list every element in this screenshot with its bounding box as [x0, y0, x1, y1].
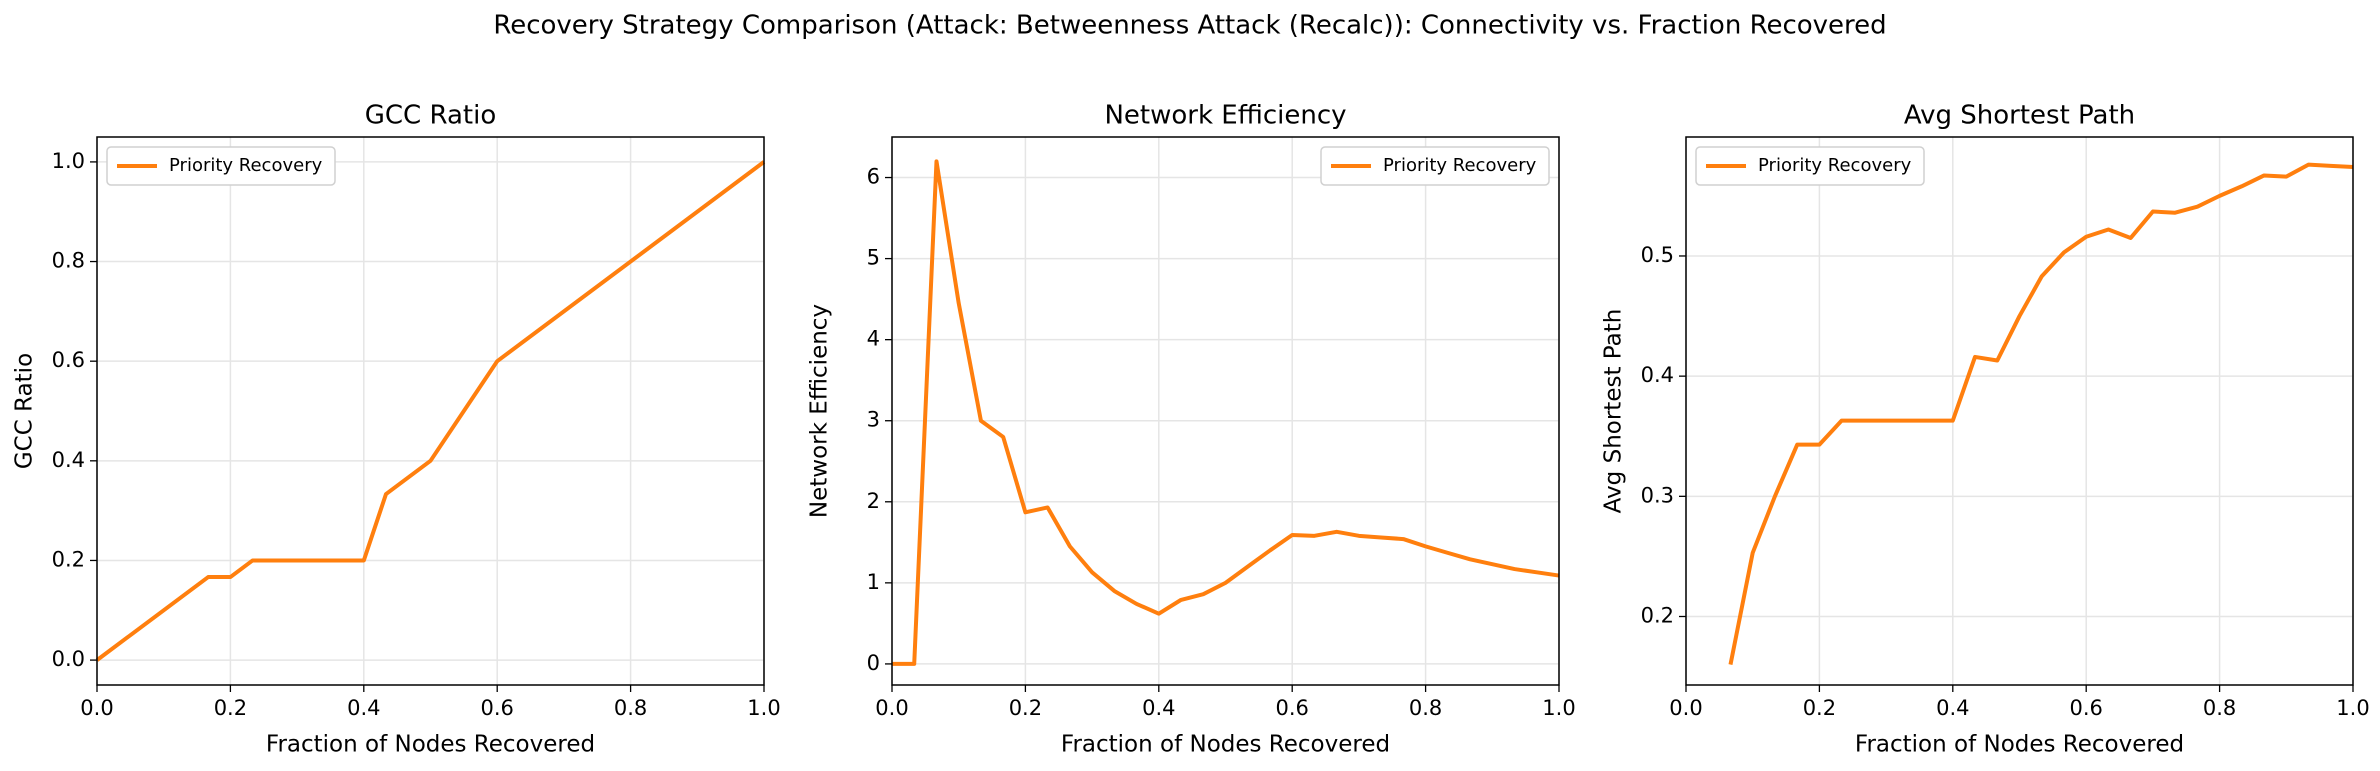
y-tick-label: 5 — [867, 246, 880, 270]
x-tick-label: 0.8 — [2203, 696, 2236, 720]
x-axis-label: Fraction of Nodes Recovered — [1855, 732, 2184, 758]
x-axis-label: Fraction of Nodes Recovered — [1061, 732, 1390, 758]
y-tick-label: 0.5 — [1641, 243, 1674, 267]
subplot-title: Avg Shortest Path — [1904, 101, 2135, 131]
y-tick-label: 3 — [867, 408, 880, 432]
y-axis-label: GCC Ratio — [12, 353, 38, 469]
y-tick-label: 0.2 — [52, 547, 85, 571]
y-tick-label: 0.6 — [52, 348, 85, 372]
axes-frame — [96, 136, 765, 686]
x-tick-label: 0.6 — [480, 696, 513, 720]
x-tick-label: 0.0 — [1669, 696, 1702, 720]
x-tick-label: 0.4 — [1936, 696, 1969, 720]
x-tick-label: 1.0 — [2336, 696, 2369, 720]
y-tick-label: 6 — [867, 165, 880, 189]
x-axis-label: Fraction of Nodes Recovered — [266, 732, 595, 758]
x-tick-label: 0.0 — [875, 696, 908, 720]
x-tick-label: 0.2 — [1009, 696, 1042, 720]
x-tick-label: 0.4 — [1142, 696, 1175, 720]
y-tick-label: 4 — [867, 327, 880, 351]
legend-label: Priority Recovery — [169, 155, 323, 176]
y-tick-label: 0.2 — [1641, 604, 1674, 628]
x-tick-label: 0.2 — [1803, 696, 1836, 720]
legend-label: Priority Recovery — [1758, 155, 1912, 176]
legend-label: Priority Recovery — [1383, 155, 1537, 176]
data-line — [892, 159, 1560, 666]
x-tick-label: 0.4 — [347, 696, 380, 720]
legend-box — [1320, 146, 1550, 186]
y-axis-label: Network Efficiency — [807, 304, 833, 518]
y-tick-label: 1.0 — [52, 149, 85, 173]
y-tick-label: 0.4 — [52, 448, 85, 472]
x-tick-label: 1.0 — [1542, 696, 1575, 720]
x-tick-label: 0.8 — [614, 696, 647, 720]
y-tick-label: 0.0 — [52, 647, 85, 671]
legend-box — [1695, 146, 1925, 186]
figure-title: Recovery Strategy Comparison (Attack: Be… — [493, 11, 1886, 41]
subplot-title: Network Efficiency — [1104, 101, 1346, 131]
x-tick-label: 0.2 — [214, 696, 247, 720]
y-tick-label: 1 — [867, 570, 880, 594]
y-axis-label: Avg Shortest Path — [1601, 309, 1627, 514]
y-tick-label: 0 — [867, 651, 880, 675]
y-tick-label: 0.8 — [52, 249, 85, 273]
legend-box — [106, 146, 336, 186]
x-tick-label: 0.0 — [80, 696, 113, 720]
axes-frame — [891, 136, 1560, 686]
y-tick-label: 0.3 — [1641, 483, 1674, 507]
subplot-title: GCC Ratio — [365, 101, 496, 131]
data-line — [95, 160, 766, 662]
y-tick-label: 2 — [867, 489, 880, 513]
x-tick-label: 0.6 — [1275, 696, 1308, 720]
x-tick-label: 0.8 — [1409, 696, 1442, 720]
x-tick-label: 0.6 — [2069, 696, 2102, 720]
data-line — [1728, 162, 2354, 665]
axes-frame — [1685, 136, 2354, 686]
y-tick-label: 0.4 — [1641, 363, 1674, 387]
x-tick-label: 1.0 — [747, 696, 780, 720]
